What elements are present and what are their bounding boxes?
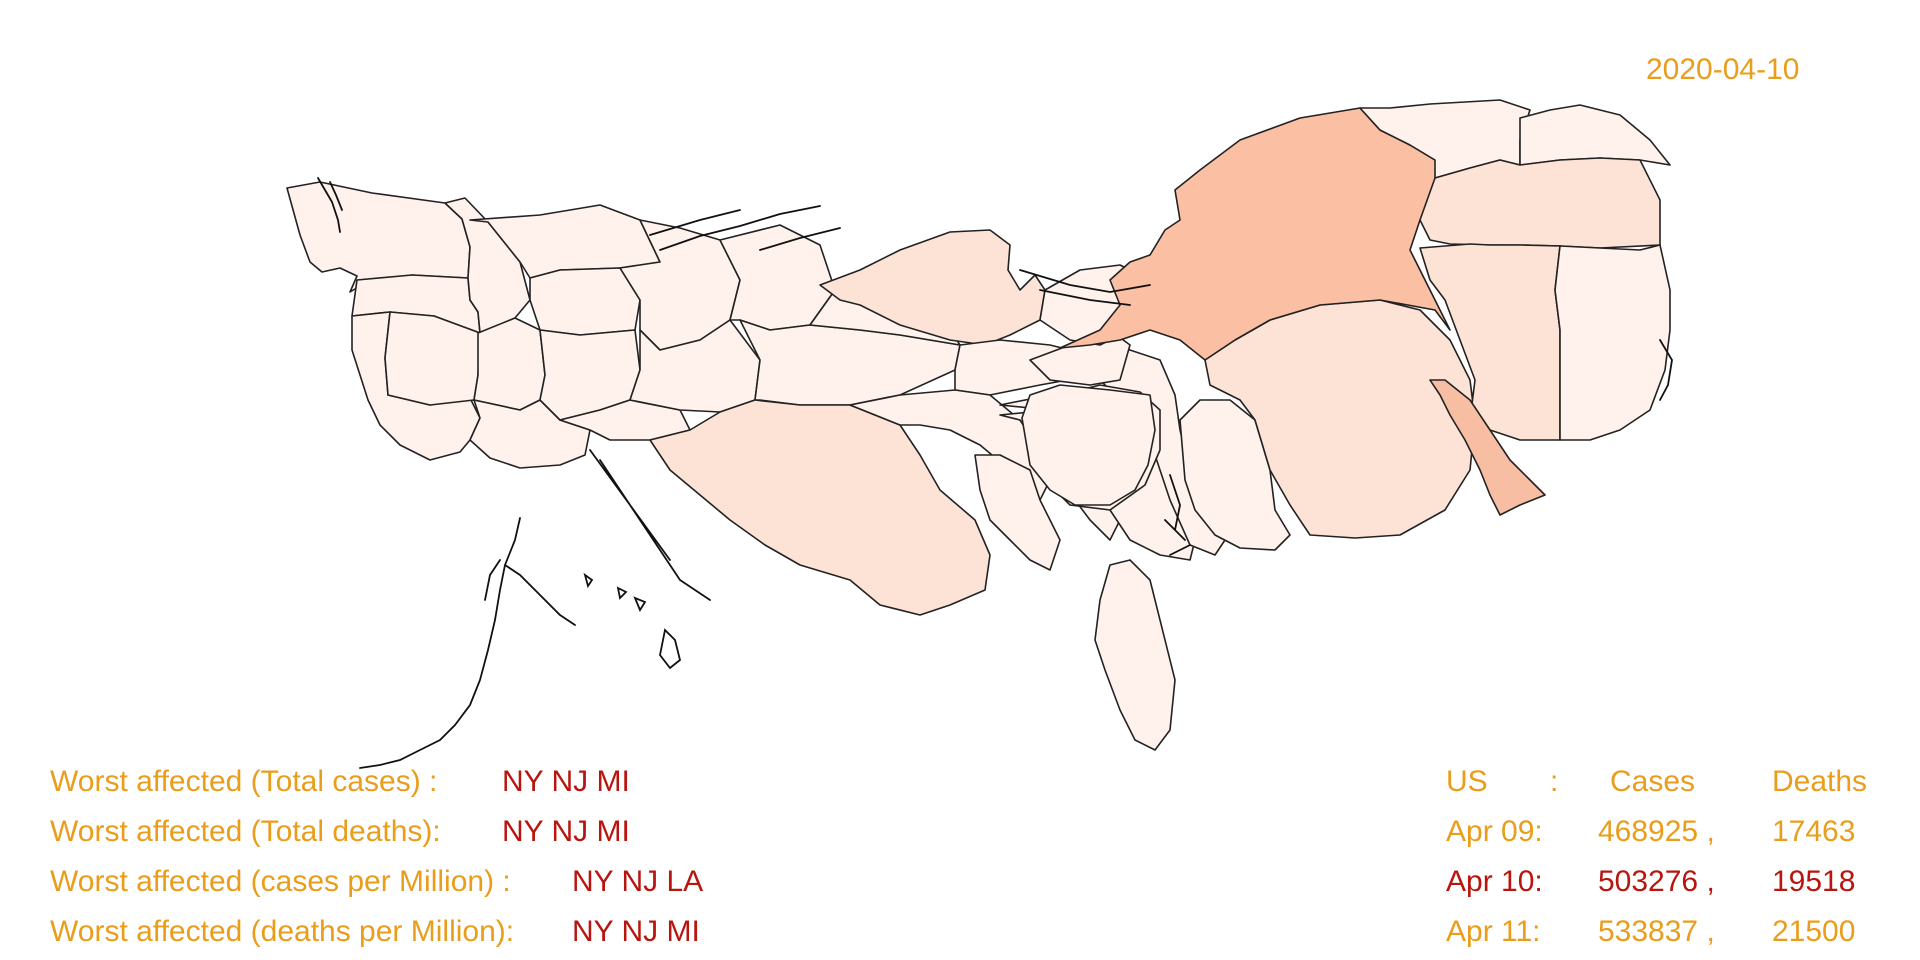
- hawaii-islands: [583, 572, 682, 670]
- state-nj: [1419, 157, 1661, 249]
- state-pa: [1179, 399, 1291, 551]
- alaska-outline: [359, 517, 576, 769]
- row-deaths-highlight: 19518: [1772, 865, 1856, 898]
- state-ut: [473, 317, 546, 411]
- wa-coast-fragment: [317, 177, 343, 233]
- header-country: US: [1446, 765, 1488, 798]
- state-de: [1554, 244, 1671, 441]
- row-date: Apr 09:: [1446, 815, 1543, 848]
- state-az: [469, 399, 591, 469]
- state-ok-ar: [849, 389, 1051, 501]
- worst-affected-value: NY NJ MI: [572, 915, 700, 948]
- row-cases: 533837 ,: [1598, 915, 1715, 948]
- worst-affected-label: Worst affected (Total deaths):: [50, 815, 441, 848]
- state-ky-inner: [1021, 384, 1156, 506]
- header-separator: :: [1550, 765, 1559, 798]
- worst-affected-label: Worst affected (deaths per Million):: [50, 915, 515, 948]
- header-deaths: Deaths: [1772, 765, 1868, 798]
- header-cases: Cases: [1610, 765, 1696, 798]
- state-la: [974, 454, 1061, 571]
- great-lakes-fragments: [649, 205, 841, 251]
- state-mi: [819, 229, 1046, 346]
- state-fl: [1094, 559, 1176, 751]
- row-date-highlight: Apr 10:: [1446, 865, 1543, 898]
- state-long-island: [1429, 379, 1546, 516]
- worst-affected-value: NY NJ MI: [502, 765, 630, 798]
- row-cases-highlight: 503276 ,: [1598, 865, 1715, 898]
- row-date: Apr 11:: [1446, 915, 1541, 948]
- worst-affected-value: NY NJ LA: [572, 865, 704, 898]
- state-wy: [529, 267, 641, 336]
- state-tx: [649, 399, 991, 616]
- lake-michigan-fragments: [1019, 269, 1151, 306]
- worst-affected-label: Worst affected (cases per Million) :: [50, 865, 511, 898]
- texas-coast-fragments: [589, 449, 711, 601]
- worst-affected-value: NY NJ MI: [502, 815, 630, 848]
- outer-banks-fragments: [1659, 339, 1673, 401]
- state-wa: [286, 181, 471, 293]
- worst-affected-label: Worst affected (Total cases) :: [50, 765, 438, 798]
- row-cases: 468925 ,: [1598, 815, 1715, 848]
- state-me: [1519, 104, 1671, 166]
- row-deaths: 17463: [1772, 815, 1856, 848]
- map-date: 2020-04-10: [1646, 53, 1800, 86]
- chesapeake-fragments: [1164, 474, 1191, 556]
- row-deaths: 21500: [1772, 915, 1856, 948]
- us-summary-table: US : Cases Deaths Apr 09: 468925 , 17463…: [1446, 764, 1896, 954]
